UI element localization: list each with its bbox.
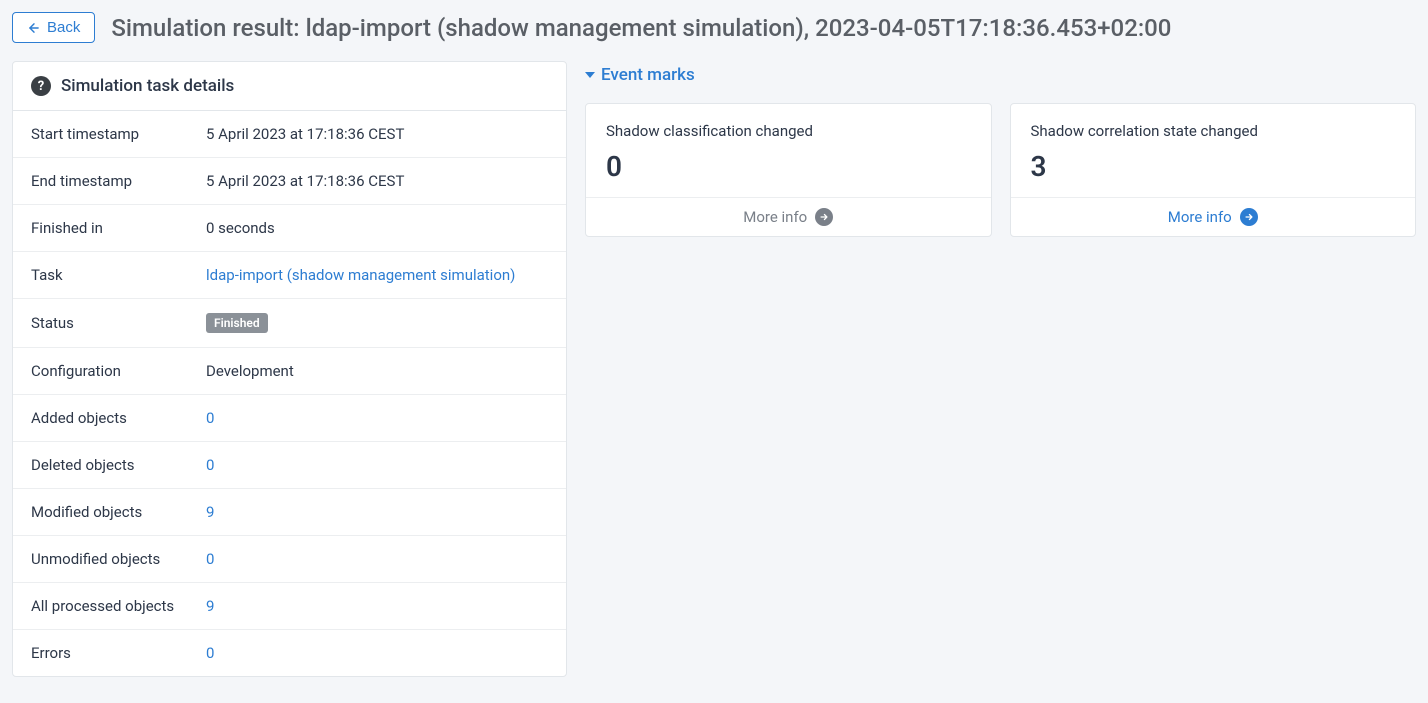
- detail-label: End timestamp: [31, 172, 206, 190]
- detail-row: StatusFinished: [13, 299, 566, 348]
- arrow-left-icon: [27, 21, 41, 35]
- detail-label: Errors: [31, 644, 206, 662]
- detail-label: Modified objects: [31, 503, 206, 521]
- detail-value[interactable]: 9: [206, 597, 214, 615]
- page-header: Back Simulation result: ldap-import (sha…: [12, 12, 1416, 43]
- detail-label: Task: [31, 266, 206, 284]
- detail-label: Status: [31, 314, 206, 332]
- event-mark-card: Shadow classification changed 0 More info: [585, 103, 992, 237]
- detail-label: Unmodified objects: [31, 550, 206, 568]
- detail-value[interactable]: 0: [206, 550, 214, 568]
- detail-value[interactable]: ldap-import (shadow management simulatio…: [206, 266, 515, 284]
- event-marks-title: Event marks: [601, 65, 695, 85]
- details-panel-title: Simulation task details: [61, 76, 234, 96]
- more-info-link[interactable]: More info: [586, 197, 991, 236]
- event-mark-count: 0: [606, 150, 971, 183]
- detail-label: Start timestamp: [31, 125, 206, 143]
- detail-row: All processed objects9: [13, 583, 566, 630]
- detail-row: Added objects0: [13, 395, 566, 442]
- caret-down-icon: [585, 72, 595, 78]
- help-icon[interactable]: ?: [31, 76, 51, 96]
- page-title: Simulation result: ldap-import (shadow m…: [111, 14, 1171, 42]
- detail-value: Finished: [206, 313, 268, 333]
- more-info-label: More info: [743, 208, 807, 226]
- detail-value[interactable]: 9: [206, 503, 214, 521]
- back-button-label: Back: [47, 19, 80, 36]
- event-mark-title: Shadow correlation state changed: [1031, 122, 1396, 140]
- event-mark-card: Shadow correlation state changed 3 More in…: [1010, 103, 1417, 237]
- event-mark-count: 3: [1031, 150, 1396, 183]
- detail-value: 5 April 2023 at 17:18:36 CEST: [206, 125, 404, 143]
- detail-value[interactable]: 0: [206, 456, 214, 474]
- detail-row: Errors0: [13, 630, 566, 676]
- more-info-label: More info: [1168, 208, 1232, 226]
- event-marks-toggle[interactable]: Event marks: [585, 61, 1416, 89]
- detail-label: Deleted objects: [31, 456, 206, 474]
- event-mark-title: Shadow classification changed: [606, 122, 971, 140]
- status-badge: Finished: [206, 313, 268, 333]
- detail-row: Taskldap-import (shadow management simul…: [13, 252, 566, 299]
- detail-row: End timestamp5 April 2023 at 17:18:36 CE…: [13, 158, 566, 205]
- detail-label: Configuration: [31, 362, 206, 380]
- detail-row: Modified objects9: [13, 489, 566, 536]
- detail-row: Finished in0 seconds: [13, 205, 566, 252]
- detail-row: ConfigurationDevelopment: [13, 348, 566, 395]
- more-info-link[interactable]: More info: [1011, 197, 1416, 236]
- arrow-right-circle-icon: [815, 208, 833, 226]
- detail-value[interactable]: 0: [206, 409, 214, 427]
- detail-value[interactable]: 0: [206, 644, 214, 662]
- details-panel-header: ? Simulation task details: [13, 62, 566, 111]
- detail-value: Development: [206, 362, 294, 380]
- detail-value: 0 seconds: [206, 219, 275, 237]
- detail-label: Added objects: [31, 409, 206, 427]
- arrow-right-circle-icon: [1240, 208, 1258, 226]
- detail-label: All processed objects: [31, 597, 206, 615]
- detail-row: Deleted objects0: [13, 442, 566, 489]
- detail-value: 5 April 2023 at 17:18:36 CEST: [206, 172, 404, 190]
- detail-label: Finished in: [31, 219, 206, 237]
- detail-row: Unmodified objects0: [13, 536, 566, 583]
- details-panel: ? Simulation task details Start timestam…: [12, 61, 567, 677]
- detail-row: Start timestamp5 April 2023 at 17:18:36 …: [13, 111, 566, 158]
- back-button[interactable]: Back: [12, 12, 95, 43]
